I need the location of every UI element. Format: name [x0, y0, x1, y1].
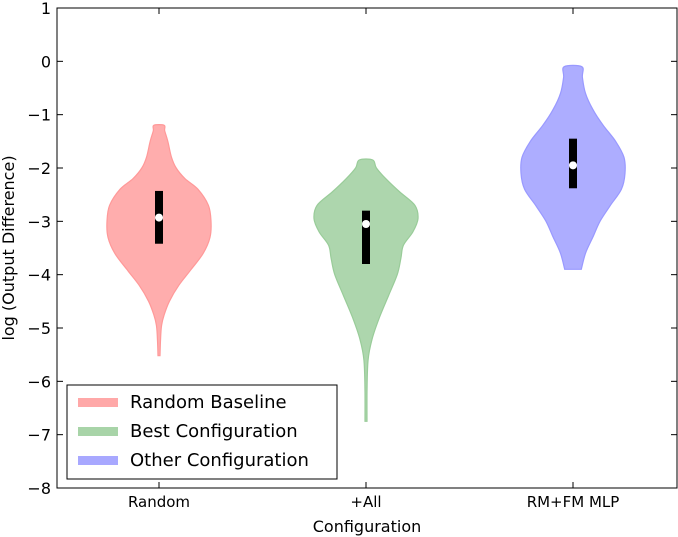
y-tick-label: −1	[27, 106, 51, 125]
legend-label: Random Baseline	[130, 392, 287, 413]
y-tick-label: −2	[27, 159, 51, 178]
median-marker	[362, 220, 370, 228]
y-tick-label: −4	[27, 266, 51, 285]
median-marker	[569, 161, 577, 170]
axes-border	[56, 7, 678, 489]
y-tick-label: −3	[27, 212, 51, 231]
y-tick-label: −5	[27, 319, 51, 338]
median-marker	[155, 213, 163, 222]
axes-frame	[56, 7, 678, 489]
violin-layer	[106, 64, 626, 422]
x-tick-label: RM+FM MLP	[527, 493, 620, 511]
iqr-bar	[362, 210, 370, 264]
legend-swatch	[78, 398, 118, 407]
x-tick-label: Random	[128, 493, 190, 511]
legend-swatch	[78, 427, 118, 436]
violin-body	[313, 158, 419, 422]
tick-layer: 1 0 −1 −2 −3 −4 −5 −6 −7 −8 Random +All RM+FM MLP	[27, 0, 677, 511]
x-axis-label: Configuration	[313, 517, 422, 536]
x-tick-label: +All	[350, 493, 381, 511]
y-tick-label: −6	[27, 372, 51, 391]
y-tick-label: 1	[41, 0, 51, 18]
legend-swatch	[78, 456, 118, 465]
y-axis-label: log (Output Difference)	[0, 155, 18, 340]
y-tick-label: −8	[27, 479, 51, 498]
legend: Random Baseline Best Configuration Other C…	[66, 384, 338, 480]
y-tick-label: 0	[41, 52, 51, 71]
legend-label: Best Configuration	[130, 421, 298, 442]
y-tick-label: −7	[27, 426, 51, 445]
legend-label: Other Configuration	[130, 450, 309, 471]
